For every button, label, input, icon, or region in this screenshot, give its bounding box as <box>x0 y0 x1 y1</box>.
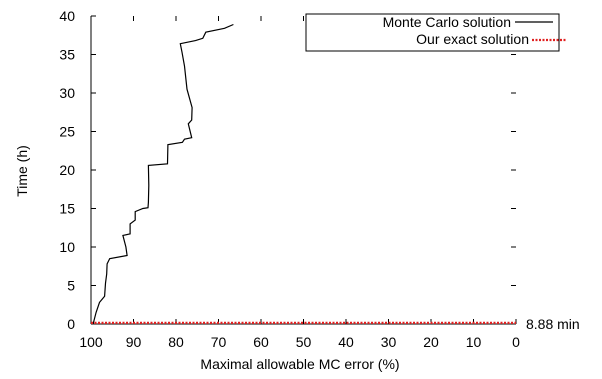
legend-label-exact: Our exact solution <box>416 31 529 47</box>
y-tick-label: 40 <box>59 8 75 24</box>
x-tick-label: 80 <box>168 334 184 350</box>
y-tick-label: 30 <box>59 85 75 101</box>
y-tick-label: 5 <box>67 278 75 294</box>
x-tick-label: 100 <box>79 334 103 350</box>
legend-label-monte-carlo: Monte Carlo solution <box>383 14 511 30</box>
y-tick-label: 20 <box>59 162 75 178</box>
series-monte-carlo <box>92 23 234 325</box>
axes <box>90 16 516 325</box>
x-axis-label: Maximal allowable MC error (%) <box>200 356 399 372</box>
x-tick-label: 60 <box>253 334 269 350</box>
y-axis-label: Time (h) <box>14 145 30 197</box>
x-tick-label: 90 <box>126 334 142 350</box>
x-tick-label: 10 <box>466 334 482 350</box>
x-tick-label: 20 <box>423 334 439 350</box>
x-tick-label: 50 <box>296 334 312 350</box>
y-tick-label: 25 <box>59 124 75 140</box>
legend: Monte Carlo solution Our exact solution <box>305 13 567 52</box>
legend-box <box>305 13 560 52</box>
x-tick-label: 0 <box>512 334 520 350</box>
annotation-exact-time: 8.88 min <box>526 316 580 332</box>
series-layer <box>91 23 516 325</box>
x-tick-label: 40 <box>338 334 354 350</box>
y-tick-label: 35 <box>59 47 75 63</box>
x-tick-label: 70 <box>211 334 227 350</box>
y-tick-label: 15 <box>59 201 75 217</box>
y-tick-label: 0 <box>67 316 75 332</box>
y-tick-label: 10 <box>59 239 75 255</box>
x-tick-label: 30 <box>381 334 397 350</box>
